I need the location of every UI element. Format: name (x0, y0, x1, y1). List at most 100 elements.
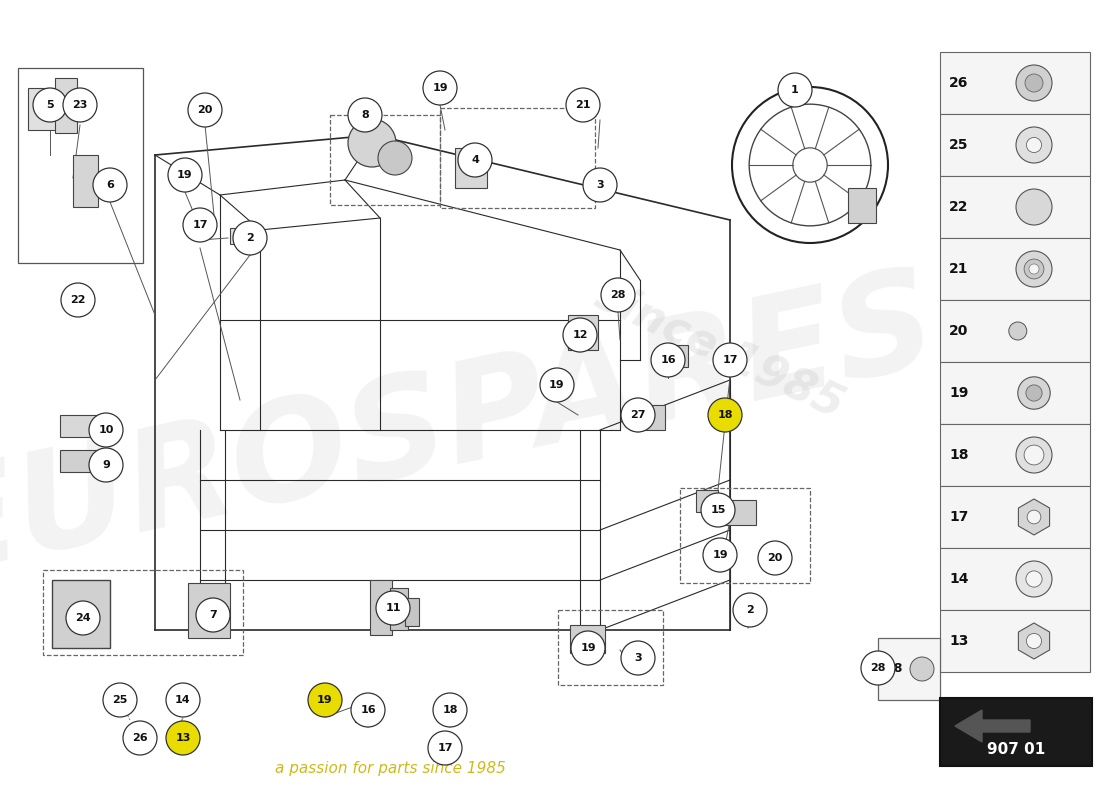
FancyBboxPatch shape (940, 424, 1090, 486)
Text: 13: 13 (949, 634, 969, 648)
Text: 19: 19 (580, 643, 596, 653)
Circle shape (601, 278, 635, 312)
Text: since 1985: since 1985 (588, 274, 851, 426)
Circle shape (1009, 322, 1026, 340)
Circle shape (308, 683, 342, 717)
Circle shape (758, 541, 792, 575)
Circle shape (563, 318, 597, 352)
Text: 22: 22 (70, 295, 86, 305)
Circle shape (1016, 65, 1052, 101)
Circle shape (183, 208, 217, 242)
FancyBboxPatch shape (28, 88, 60, 130)
Text: 4: 4 (471, 155, 478, 165)
Circle shape (651, 343, 685, 377)
Text: 17: 17 (723, 355, 738, 365)
FancyBboxPatch shape (370, 580, 392, 635)
Text: 19: 19 (949, 386, 969, 400)
Text: 19: 19 (712, 550, 728, 560)
FancyBboxPatch shape (940, 176, 1090, 238)
Circle shape (166, 721, 200, 755)
FancyBboxPatch shape (355, 698, 375, 722)
Text: 17: 17 (438, 743, 453, 753)
Circle shape (703, 538, 737, 572)
Circle shape (733, 593, 767, 627)
Circle shape (89, 413, 123, 447)
FancyBboxPatch shape (940, 486, 1090, 548)
FancyBboxPatch shape (390, 588, 408, 630)
FancyBboxPatch shape (455, 148, 487, 188)
Circle shape (1025, 74, 1043, 92)
Circle shape (188, 93, 222, 127)
Circle shape (1016, 189, 1052, 225)
FancyBboxPatch shape (696, 490, 718, 512)
Text: 3: 3 (596, 180, 604, 190)
FancyBboxPatch shape (630, 405, 666, 430)
FancyBboxPatch shape (718, 500, 756, 525)
Circle shape (861, 651, 895, 685)
Circle shape (1016, 437, 1052, 473)
Text: 21: 21 (575, 100, 591, 110)
Text: 20: 20 (949, 324, 969, 338)
FancyBboxPatch shape (405, 598, 419, 626)
Text: 25: 25 (112, 695, 128, 705)
Circle shape (910, 657, 934, 681)
Circle shape (428, 731, 462, 765)
Text: 20: 20 (768, 553, 783, 563)
Text: 27: 27 (630, 410, 646, 420)
Text: 13: 13 (175, 733, 190, 743)
Text: 28: 28 (870, 663, 886, 673)
Circle shape (1024, 259, 1044, 279)
Circle shape (1016, 251, 1052, 287)
Circle shape (378, 141, 412, 175)
Circle shape (63, 88, 97, 122)
FancyBboxPatch shape (878, 638, 940, 700)
Text: 7: 7 (209, 610, 217, 620)
FancyBboxPatch shape (73, 155, 98, 207)
Text: 26: 26 (949, 76, 969, 90)
Text: 28: 28 (610, 290, 626, 300)
Circle shape (621, 398, 654, 432)
FancyBboxPatch shape (848, 188, 876, 223)
Circle shape (376, 591, 410, 625)
Circle shape (33, 88, 67, 122)
FancyBboxPatch shape (940, 238, 1090, 300)
Text: 14: 14 (949, 572, 969, 586)
Text: 16: 16 (360, 705, 376, 715)
Text: 15: 15 (711, 505, 726, 515)
Circle shape (348, 119, 396, 167)
FancyBboxPatch shape (660, 345, 688, 367)
Text: 10: 10 (98, 425, 113, 435)
Polygon shape (955, 710, 1030, 742)
Polygon shape (1019, 499, 1049, 535)
FancyBboxPatch shape (60, 450, 104, 472)
FancyBboxPatch shape (438, 698, 460, 722)
Circle shape (348, 98, 382, 132)
Text: 2: 2 (246, 233, 254, 243)
FancyBboxPatch shape (940, 52, 1090, 114)
Circle shape (1026, 385, 1042, 401)
Text: 24: 24 (75, 613, 91, 623)
Text: 19: 19 (317, 695, 333, 705)
Circle shape (1016, 561, 1052, 597)
FancyBboxPatch shape (570, 625, 605, 653)
FancyBboxPatch shape (230, 228, 255, 244)
Text: 12: 12 (572, 330, 587, 340)
Circle shape (1018, 377, 1050, 409)
Circle shape (60, 283, 95, 317)
Text: 28: 28 (886, 662, 903, 675)
Circle shape (123, 721, 157, 755)
FancyBboxPatch shape (60, 415, 104, 437)
Text: 19: 19 (432, 83, 448, 93)
Circle shape (89, 448, 123, 482)
Circle shape (1027, 510, 1041, 524)
Text: 20: 20 (197, 105, 212, 115)
Circle shape (166, 683, 200, 717)
Text: 6: 6 (106, 180, 114, 190)
FancyBboxPatch shape (55, 78, 77, 133)
Text: 18: 18 (442, 705, 458, 715)
Text: 25: 25 (949, 138, 969, 152)
Text: 18: 18 (949, 448, 969, 462)
Text: 5: 5 (46, 100, 54, 110)
Text: 8: 8 (361, 110, 368, 120)
FancyBboxPatch shape (568, 315, 598, 350)
